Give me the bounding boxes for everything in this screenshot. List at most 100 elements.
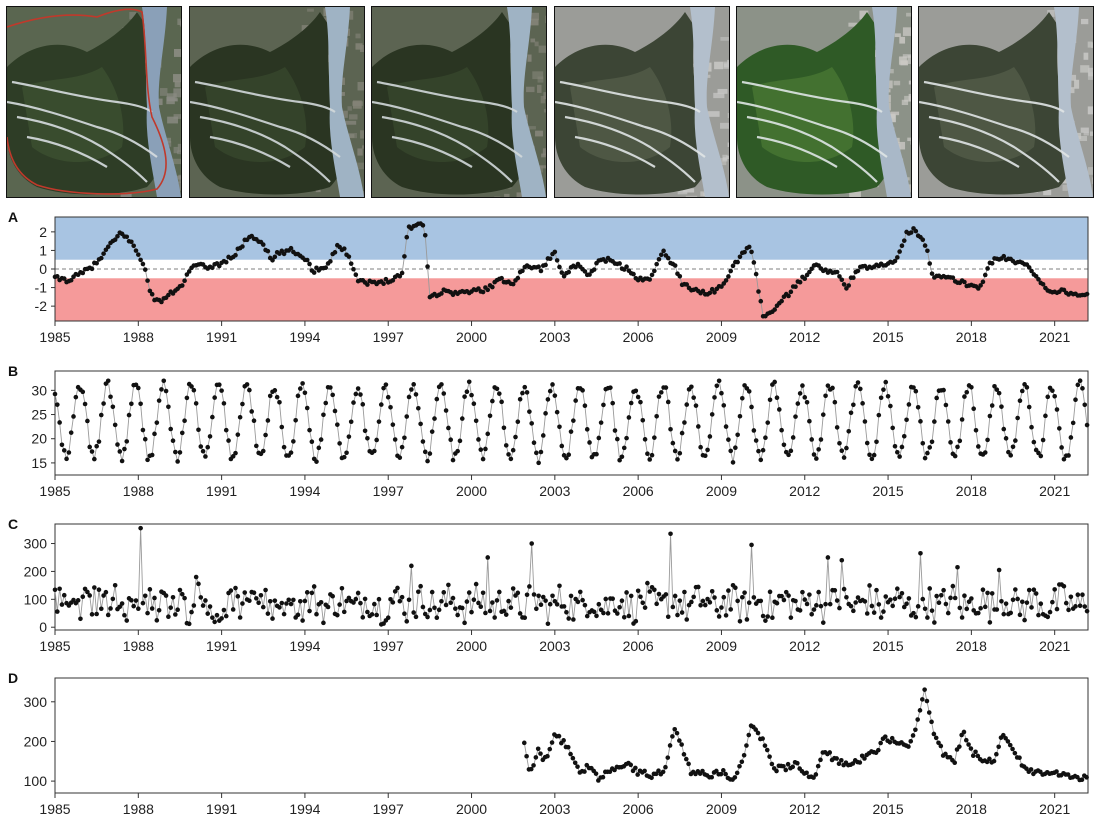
data-point [770, 615, 775, 620]
data-point [385, 394, 391, 400]
x-tick-label: 1997 [373, 329, 404, 345]
data-point [649, 272, 655, 278]
data-point [265, 248, 271, 254]
data-point [966, 599, 972, 605]
satellite-image-3 [371, 6, 547, 198]
data-point [300, 618, 305, 623]
data-point [934, 593, 939, 599]
data-point [774, 600, 780, 606]
data-point [964, 390, 970, 395]
data-point [723, 771, 728, 777]
data-point [538, 449, 544, 455]
data-point [260, 242, 266, 247]
data-point [184, 395, 190, 401]
data-point [203, 598, 208, 603]
data-point [534, 450, 539, 456]
data-point [962, 279, 967, 285]
data-point [742, 590, 747, 595]
data-point [94, 443, 99, 449]
data-point [779, 298, 784, 304]
data-point [980, 279, 986, 285]
data-point [985, 266, 990, 271]
data-point [291, 439, 296, 444]
data-point [926, 710, 932, 715]
data-point [795, 760, 800, 766]
data-point [913, 228, 919, 234]
data-point [895, 450, 900, 455]
data-point [1050, 599, 1055, 605]
data-point [813, 772, 819, 777]
data-point [515, 590, 521, 596]
data-point [911, 610, 916, 616]
data-point [721, 768, 726, 773]
data-point [804, 770, 809, 776]
data-point [899, 590, 905, 596]
data-point [1047, 609, 1053, 615]
data-point [876, 602, 882, 607]
data-point [362, 596, 368, 602]
data-point [765, 420, 771, 425]
data-point [1008, 610, 1014, 616]
data-point [714, 383, 720, 389]
data-point [420, 439, 426, 444]
data-point [485, 555, 491, 560]
data-point [540, 433, 546, 438]
data-point [973, 749, 978, 755]
data-point [1043, 413, 1048, 419]
data-point [1080, 592, 1085, 598]
data-point [992, 384, 997, 389]
data-point [959, 615, 965, 620]
data-point [57, 586, 62, 592]
data-point [601, 610, 606, 616]
data-point [693, 403, 699, 408]
data-point [749, 249, 754, 255]
data-point [309, 590, 315, 596]
data-point [718, 771, 724, 777]
data-point [311, 584, 317, 589]
data-point [1065, 772, 1071, 777]
data-point [545, 397, 551, 402]
data-point [1008, 453, 1014, 458]
data-point [52, 587, 58, 593]
data-point [360, 615, 366, 620]
data-point [142, 593, 148, 599]
data-point [709, 589, 715, 594]
data-point [781, 597, 787, 603]
x-tick-label: 1985 [39, 483, 70, 499]
data-point [848, 603, 854, 609]
data-point [927, 261, 933, 266]
data-point [830, 385, 835, 391]
data-point [737, 413, 743, 419]
data-point [904, 601, 909, 607]
data-point [404, 234, 410, 240]
data-point [295, 393, 301, 399]
data-point [263, 432, 268, 438]
panel-label: A [8, 209, 18, 225]
data-point [427, 607, 433, 613]
data-point [871, 610, 877, 615]
data-point [933, 735, 939, 741]
data-point [318, 599, 324, 605]
data-point [186, 621, 192, 627]
data-point [712, 290, 717, 295]
data-point [1052, 393, 1057, 399]
data-point [882, 734, 888, 739]
data-point [480, 289, 486, 295]
data-point [945, 419, 951, 424]
data-point [136, 385, 141, 391]
data-point [917, 708, 923, 713]
data-point [575, 599, 581, 605]
data-point [615, 611, 620, 616]
data-point [665, 614, 671, 620]
data-point [864, 611, 870, 616]
x-tick-label: 1997 [373, 638, 404, 654]
data-point [501, 425, 507, 431]
data-point [591, 609, 597, 615]
data-point [756, 289, 761, 294]
data-point [674, 730, 680, 736]
data-point [112, 583, 118, 588]
data-point [110, 596, 116, 602]
data-point [448, 437, 454, 443]
data-point [936, 600, 942, 606]
data-point [638, 594, 643, 600]
